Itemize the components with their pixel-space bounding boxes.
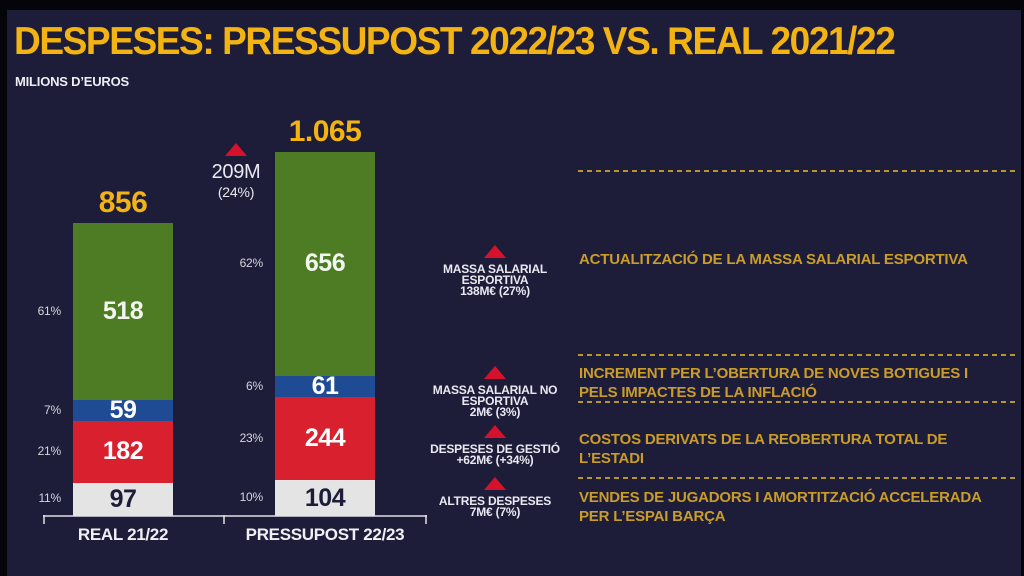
annotation-value: 7M€ (7%) xyxy=(469,505,521,519)
total-delta-annotation: 209M (24%) xyxy=(186,143,286,200)
note-text: COSTOS DERIVATS DE LA REOBERTURA TOTAL D… xyxy=(579,431,948,467)
note-text: INCREMENT PER L’OBERTURA DE NOVES BOTIGU… xyxy=(579,365,969,401)
annotation-title: DESPESES DE GESTIÓ xyxy=(430,442,560,456)
annotation-value: 138M€ (27%) xyxy=(460,284,530,298)
bar-segment: 59 xyxy=(73,396,173,424)
units-label: MILIONS D’EUROS xyxy=(15,74,130,89)
segment-percent-label: 62% xyxy=(239,255,264,270)
annotation-title: MASSA SALARIAL NO xyxy=(432,383,558,397)
dashed-separator xyxy=(578,170,1015,172)
segment-percent-label: 11% xyxy=(38,491,61,506)
x-axis-tick xyxy=(223,515,225,524)
category-axis-label: PRESSUPOST 22/23 xyxy=(245,525,405,544)
x-axis-tick xyxy=(425,515,427,524)
segment-percent-label: 21% xyxy=(37,443,62,458)
segment-value-label: 59 xyxy=(109,395,137,424)
segment-value-label: 97 xyxy=(109,484,137,513)
screen-edge-right xyxy=(1021,0,1024,576)
page-title: DESPESES: PRESSUPOST 2022/23 VS. REAL 20… xyxy=(14,20,896,63)
segment-value-label: 104 xyxy=(304,483,346,512)
bar-segment: 518 xyxy=(73,223,173,401)
segment-value-label: 182 xyxy=(102,437,144,466)
x-axis-line xyxy=(43,515,427,517)
annotation-title: ESPORTIVA xyxy=(461,394,529,408)
annotation-item: MASSA SALARIAL NO ESPORTIVA 2M€ (3%) xyxy=(415,366,575,418)
dashed-separator xyxy=(578,477,1015,479)
note-text: VENDES DE JUGADORS I AMORTITZACIÓ ACCELE… xyxy=(579,489,982,525)
annotation-value: +62M€ (+34%) xyxy=(456,453,534,467)
bar-segment: 61 xyxy=(275,372,375,400)
category-axis-label: REAL 21/22 xyxy=(77,525,169,544)
annotation-item: DESPESES DE GESTIÓ +62M€ (+34%) xyxy=(415,425,575,466)
screen-edge-left xyxy=(0,0,7,576)
segment-percent-label: 10% xyxy=(239,490,264,505)
annotation-title: MASSA SALARIAL xyxy=(442,262,548,276)
screen-edge-top xyxy=(0,0,1024,10)
segment-value-label: 656 xyxy=(304,249,346,278)
total-delta-value: 209M xyxy=(211,161,261,183)
segment-value-label: 61 xyxy=(311,372,339,401)
annotation-item: ALTRES DESPESES 7M€ (7%) xyxy=(415,477,575,518)
segment-percent-label: 6% xyxy=(246,378,263,393)
increase-triangle-icon xyxy=(225,143,247,156)
total-delta-pct: (24%) xyxy=(217,184,255,200)
increase-triangle-icon xyxy=(484,425,506,438)
segment-percent-label: 7% xyxy=(44,402,61,417)
bar-segment: 104 xyxy=(275,480,375,516)
segment-percent-label: 23% xyxy=(239,430,264,445)
bar-segment: 97 xyxy=(73,482,173,516)
bar-segment: 244 xyxy=(275,397,375,481)
segment-value-label: 244 xyxy=(304,424,346,453)
bar-segment: 656 xyxy=(275,151,375,377)
increase-triangle-icon xyxy=(484,477,506,490)
dashed-separator xyxy=(578,401,1015,403)
note-text: ACTUALITZACIÓ DE LA MASSA SALARIAL ESPOR… xyxy=(579,251,968,268)
bar-total-label: 1.065 xyxy=(288,114,362,148)
increase-triangle-icon xyxy=(484,366,506,379)
bar-segment: 182 xyxy=(73,420,173,483)
segment-value-label: 518 xyxy=(102,297,144,326)
annotation-title: ESPORTIVA xyxy=(461,273,529,287)
bar-total-label: 856 xyxy=(98,186,148,220)
x-axis-tick xyxy=(43,515,45,524)
annotation-title: ALTRES DESPESES xyxy=(438,494,552,508)
dashed-separator xyxy=(578,354,1015,356)
increase-triangle-icon xyxy=(484,245,506,258)
annotation-value: 2M€ (3%) xyxy=(469,405,521,419)
annotation-item: MASSA SALARIAL ESPORTIVA 138M€ (27%) xyxy=(415,245,575,297)
segment-percent-label: 61% xyxy=(37,303,62,318)
